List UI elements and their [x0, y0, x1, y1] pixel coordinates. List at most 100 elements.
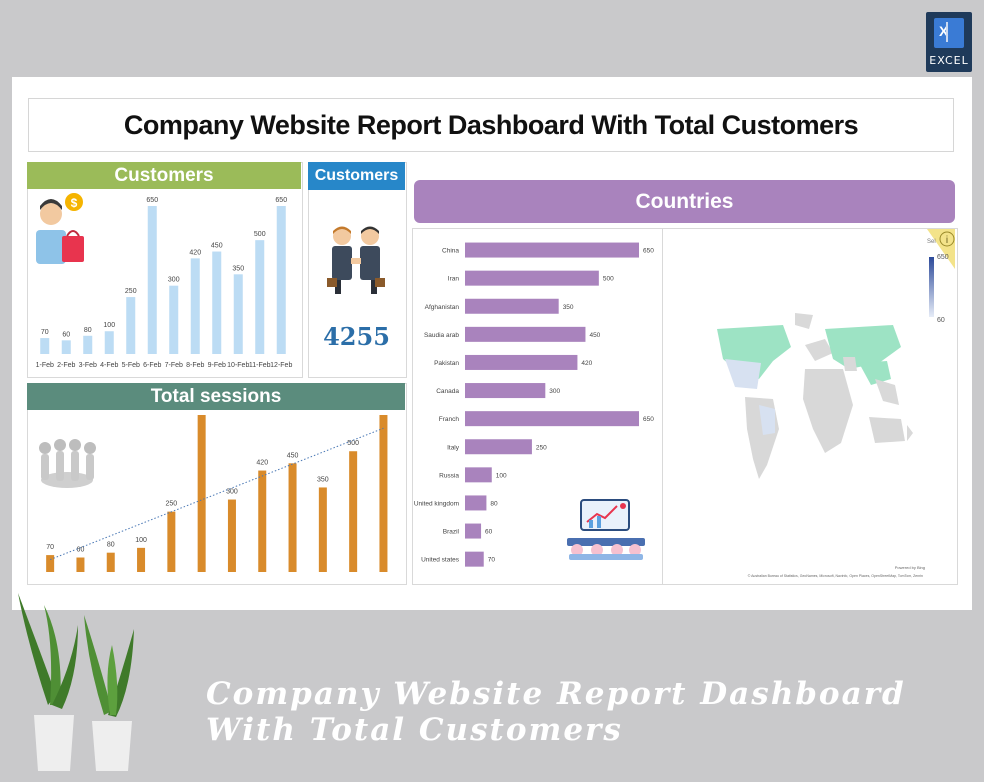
country-bar	[465, 467, 492, 483]
customers-bar	[40, 338, 50, 354]
dashboard-title-box: Company Website Report Dashboard With To…	[28, 98, 954, 152]
country-data-label: 650	[643, 248, 654, 255]
customers-bar	[126, 297, 136, 354]
country-bar	[465, 411, 639, 427]
sessions-data-label: 420	[256, 460, 268, 467]
countries-header: Countries	[414, 180, 955, 223]
info-tab	[927, 229, 955, 269]
sessions-data-label: 250	[166, 501, 178, 508]
sessions-bar	[137, 547, 146, 572]
customers-kpi-header: Customers	[308, 162, 405, 190]
customers-data-label: 450	[211, 243, 223, 250]
sessions-data-label: 80	[107, 542, 115, 549]
country-tick-label: Italy	[447, 444, 460, 451]
customers-kpi-panel	[308, 162, 407, 378]
excel-label: EXCEL	[929, 54, 969, 67]
team-meeting-icon	[39, 439, 96, 488]
country-tick-label: Franch	[439, 416, 460, 423]
country-bar	[465, 354, 578, 370]
customers-data-label: 650	[146, 197, 158, 204]
country-tick-label: Brazil	[443, 529, 460, 536]
country-data-label: 100	[496, 472, 507, 479]
sessions-bar	[318, 487, 327, 572]
country-data-label: 650	[643, 416, 654, 423]
country-tick-label: China	[442, 248, 459, 255]
sessions-data-label: 300	[226, 489, 238, 496]
countries-bar-chart: China 650 Iran 500 Afghanistan 350 Saudia arab…	[414, 242, 654, 567]
presentation-icon	[567, 499, 645, 560]
customers-data-label: 420	[189, 249, 201, 256]
sessions-bar-chart: 70 60 80 100 250 300 420 450 350 500	[46, 415, 388, 572]
customers-tick-label: 1-Feb	[36, 362, 54, 369]
customers-tick-label: 11-Feb	[249, 362, 271, 369]
sessions-data-label: 450	[287, 452, 299, 459]
customers-data-label: 100	[103, 322, 115, 329]
map-attribution: © Australian Bureau of Statistics, GeoNa…	[748, 574, 923, 578]
sessions-header: Total sessions	[27, 383, 405, 410]
country-tick-label: Afghanistan	[425, 304, 460, 311]
customers-tick-label: 5-Feb	[122, 362, 140, 369]
customers-data-label: 250	[125, 288, 137, 295]
sessions-data-label: 70	[46, 544, 54, 551]
country-bar	[465, 523, 482, 539]
sessions-bar	[288, 463, 297, 572]
sessions-bar	[379, 415, 388, 572]
customers-bar-chart: 70 1-Feb 60 2-Feb 80 3-Feb 100 4-Feb 250 5-Feb 650…	[36, 197, 293, 369]
handshake-icon	[327, 226, 385, 294]
country-bar	[465, 551, 484, 567]
customers-tick-label: 10-Feb	[227, 362, 249, 369]
customers-tick-label: 6-Feb	[143, 362, 161, 369]
sessions-bar	[349, 451, 358, 572]
sessions-bar	[106, 552, 115, 572]
customers-bar	[147, 206, 157, 354]
customers-data-label: 500	[254, 231, 266, 238]
dashboard-title: Company Website Report Dashboard With To…	[123, 109, 859, 140]
sessions-bar	[197, 415, 206, 572]
map-legend-max: 650	[937, 254, 949, 261]
customers-data-label: 70	[41, 329, 49, 336]
country-tick-label: Canada	[436, 388, 459, 395]
sessions-bar	[76, 557, 85, 572]
country-data-label: 500	[603, 276, 614, 283]
map-powered-by: Powered by Bing	[895, 565, 925, 570]
sessions-bar	[46, 555, 55, 572]
customers-bar	[212, 251, 222, 354]
footer-title: Company Website Report Dashboard With To…	[206, 676, 906, 748]
country-bar	[465, 439, 532, 455]
sessions-data-label: 350	[317, 476, 329, 483]
plant-decoration	[18, 593, 134, 771]
map-legend-label: Sel	[927, 239, 936, 245]
customers-tick-label: 2-Feb	[57, 362, 75, 369]
customers-kpi-value: 4255	[323, 322, 390, 351]
svg-text:$: $	[71, 196, 78, 210]
sessions-bar	[167, 511, 176, 572]
customers-bar	[233, 274, 243, 354]
customers-tick-label: 8-Feb	[186, 362, 204, 369]
customers-bar	[104, 331, 114, 354]
info-icon	[939, 231, 955, 247]
customers-tick-label: 12-Feb	[270, 362, 292, 369]
sessions-data-label: 100	[135, 537, 147, 544]
customers-tick-label: 7-Feb	[165, 362, 183, 369]
customers-tick-label: 3-Feb	[79, 362, 97, 369]
excel-logo: X EXCEL	[926, 12, 972, 72]
sessions-bar	[258, 470, 267, 572]
customers-data-label: 650	[275, 197, 287, 204]
customers-bar	[61, 340, 71, 354]
country-data-label: 350	[563, 304, 574, 311]
country-bar	[465, 326, 586, 342]
country-tick-label: United kingdom	[414, 500, 459, 507]
svg-text:i: i	[946, 235, 948, 246]
customers-bar	[255, 240, 265, 354]
customers-tick-label: 9-Feb	[208, 362, 226, 369]
excel-icon: X	[934, 18, 964, 48]
country-tick-label: Saudia arab	[424, 332, 459, 339]
customer-shopping-icon: $	[36, 193, 84, 264]
country-bar	[465, 270, 599, 286]
sessions-trendline	[49, 427, 384, 561]
customers-bar	[190, 258, 200, 354]
country-map-panel	[662, 228, 958, 585]
sessions-data-label: 500	[347, 440, 359, 447]
customers-tick-label: 4-Feb	[100, 362, 118, 369]
map-legend-min: 60	[937, 317, 945, 324]
